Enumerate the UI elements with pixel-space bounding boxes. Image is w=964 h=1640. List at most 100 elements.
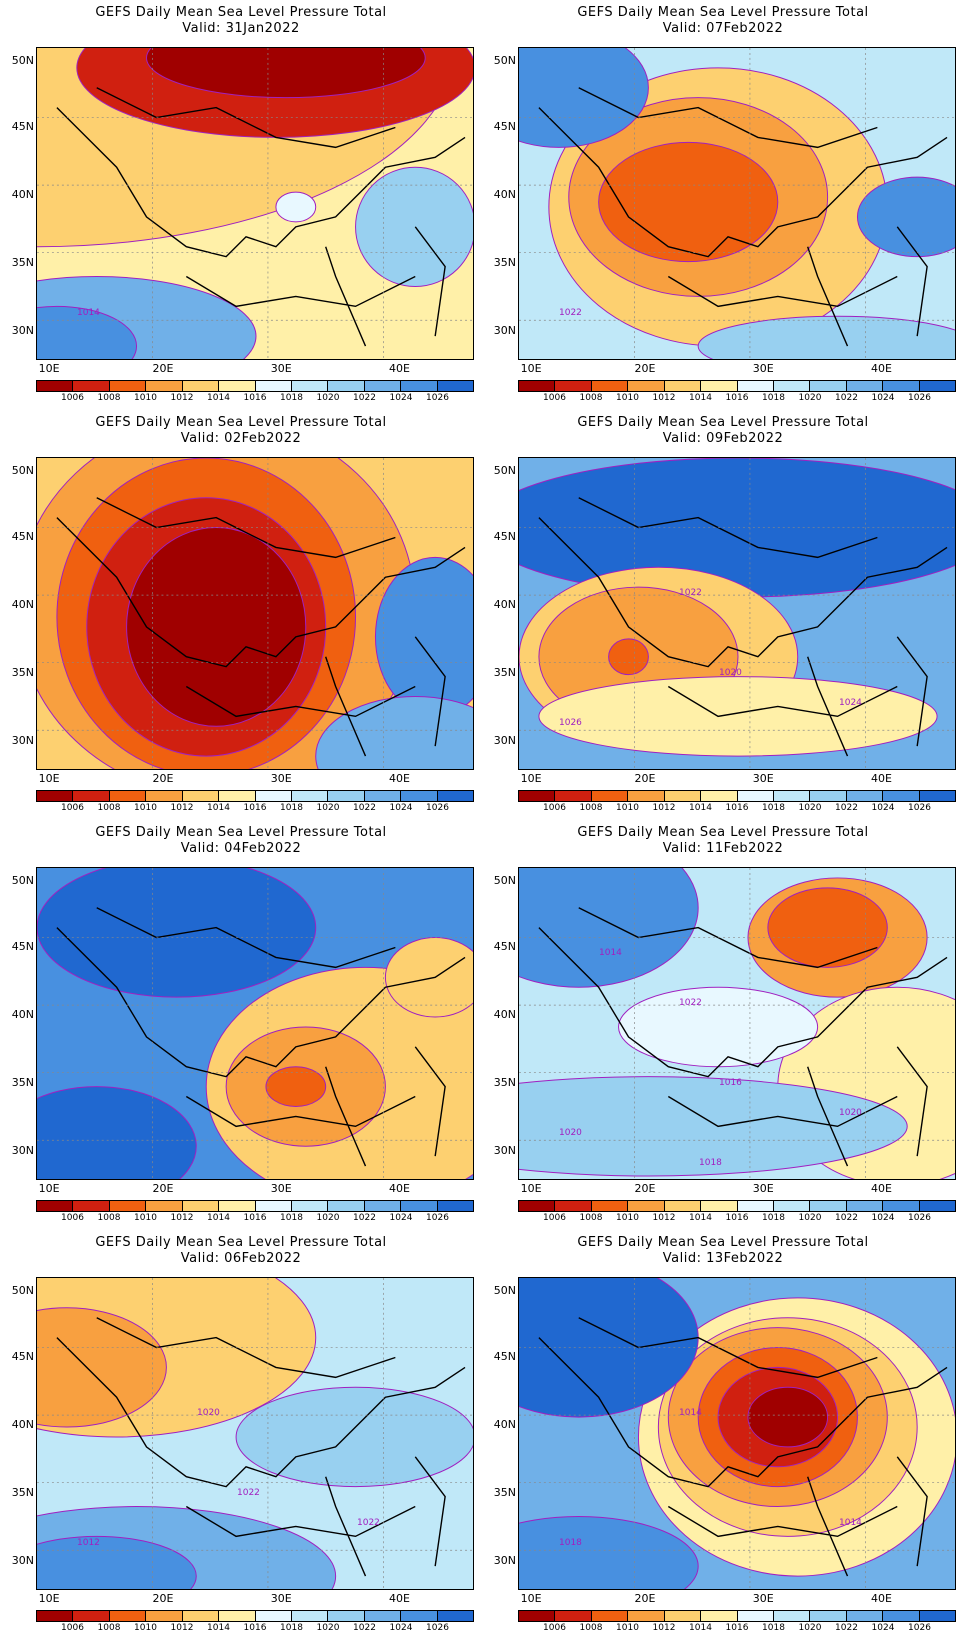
colorbar bbox=[518, 790, 956, 802]
colorbar-label: 1008 bbox=[97, 393, 121, 403]
latitude-label: 45N bbox=[11, 530, 34, 543]
pressure-region bbox=[767, 887, 888, 968]
colorbar-swatch bbox=[773, 1201, 811, 1211]
colorbar-swatch bbox=[37, 1611, 74, 1621]
colorbar-swatch bbox=[146, 791, 183, 801]
contour-label: 1024 bbox=[839, 698, 862, 708]
title-text: GEFS Daily Mean Sea Level Pressure Total bbox=[95, 825, 387, 840]
map-panel: GEFS Daily Mean Sea Level Pressure Total… bbox=[482, 0, 964, 410]
contour-label: 1014 bbox=[77, 308, 100, 318]
pressure-map bbox=[36, 867, 474, 1180]
longitude-label: 30E bbox=[752, 362, 774, 375]
colorbar-swatch bbox=[146, 1201, 183, 1211]
panel-title: GEFS Daily Mean Sea Level Pressure Total… bbox=[482, 5, 964, 37]
colorbar-label: 1008 bbox=[579, 1213, 603, 1223]
longitude-label: 20E bbox=[152, 362, 174, 375]
colorbar-swatch bbox=[255, 1201, 292, 1211]
colorbar-swatch bbox=[219, 1611, 256, 1621]
pressure-field bbox=[519, 868, 955, 1179]
latitude-label: 40N bbox=[493, 598, 516, 611]
colorbar bbox=[36, 1200, 474, 1212]
colorbar-label: 1016 bbox=[725, 1623, 749, 1633]
colorbar-label: 1020 bbox=[316, 1623, 340, 1633]
pressure-field bbox=[37, 458, 473, 769]
panel-title: GEFS Daily Mean Sea Level Pressure Total… bbox=[0, 1235, 482, 1267]
pressure-region bbox=[538, 676, 938, 757]
colorbar-swatch bbox=[73, 791, 110, 801]
latitude-label: 35N bbox=[11, 1486, 34, 1499]
latitude-label: 50N bbox=[11, 1284, 34, 1297]
latitude-label: 50N bbox=[11, 464, 34, 477]
longitude-label: 30E bbox=[270, 362, 292, 375]
colorbar-swatch bbox=[219, 1201, 256, 1211]
pressure-map bbox=[36, 457, 474, 770]
colorbar-swatch bbox=[846, 381, 884, 391]
pressure-region bbox=[618, 986, 819, 1068]
latitude-label: 35N bbox=[493, 256, 516, 269]
latitude-label: 45N bbox=[11, 1350, 34, 1363]
latitude-label: 35N bbox=[11, 256, 34, 269]
colorbar-swatch bbox=[182, 1611, 220, 1621]
longitude-label: 10E bbox=[520, 772, 542, 785]
colorbar-label: 1022 bbox=[353, 803, 376, 813]
longitude-label: 30E bbox=[752, 1182, 774, 1195]
colorbar-swatch bbox=[437, 1201, 474, 1211]
longitude-label: 30E bbox=[752, 772, 774, 785]
colorbar-swatch bbox=[437, 1611, 474, 1621]
colorbar-label: 1014 bbox=[207, 393, 230, 403]
contour-label: 1022 bbox=[357, 1518, 380, 1528]
colorbar-label: 1018 bbox=[762, 393, 785, 403]
colorbar-label: 1016 bbox=[725, 803, 749, 813]
colorbar-swatch bbox=[701, 791, 738, 801]
colorbar-label: 1018 bbox=[762, 1213, 785, 1223]
colorbar-swatch bbox=[591, 1201, 629, 1211]
longitude-label: 40E bbox=[389, 1592, 411, 1605]
pressure-region bbox=[355, 166, 473, 287]
colorbar-label: 1016 bbox=[243, 803, 267, 813]
map-panel: GEFS Daily Mean Sea Level Pressure Total… bbox=[482, 820, 964, 1230]
colorbar-label: 1016 bbox=[725, 1213, 749, 1223]
pressure-map: 1018 1014 1014 bbox=[518, 1277, 956, 1590]
latitude-label: 45N bbox=[11, 940, 34, 953]
colorbar-swatch bbox=[810, 1611, 847, 1621]
colorbar-swatch bbox=[291, 791, 329, 801]
longitude-label: 30E bbox=[270, 1592, 292, 1605]
colorbar-label: 1008 bbox=[97, 1213, 121, 1223]
colorbar-label: 1012 bbox=[170, 803, 194, 813]
longitude-label: 40E bbox=[871, 1592, 893, 1605]
latitude-label: 45N bbox=[493, 120, 516, 133]
latitude-label: 45N bbox=[493, 530, 516, 543]
colorbar-swatch bbox=[701, 381, 738, 391]
colorbar-label: 1024 bbox=[389, 393, 413, 403]
latitude-label: 50N bbox=[493, 1284, 516, 1297]
colorbar bbox=[518, 1200, 956, 1212]
colorbar-label: 1026 bbox=[908, 1623, 931, 1633]
colorbar-swatch bbox=[810, 791, 847, 801]
pressure-field bbox=[519, 1278, 955, 1589]
colorbar-label: 1016 bbox=[725, 393, 749, 403]
colorbar-label: 1026 bbox=[908, 393, 931, 403]
colorbar-swatch bbox=[628, 1611, 665, 1621]
longitude-label: 40E bbox=[389, 1182, 411, 1195]
colorbar-swatch bbox=[628, 381, 665, 391]
colorbar-label: 1020 bbox=[798, 393, 822, 403]
contour-label: 1018 bbox=[699, 1158, 722, 1168]
latitude-label: 50N bbox=[11, 54, 34, 67]
colorbar-swatch bbox=[737, 1201, 774, 1211]
map-panel: GEFS Daily Mean Sea Level Pressure Total… bbox=[0, 1230, 482, 1640]
colorbar-label: 1010 bbox=[134, 803, 157, 813]
pressure-map: 1026 1024 1022 1020 bbox=[518, 457, 956, 770]
colorbar-swatch bbox=[109, 1611, 147, 1621]
colorbar-label: 1020 bbox=[798, 1623, 822, 1633]
latitude-label: 35N bbox=[493, 1486, 516, 1499]
colorbar-label: 1020 bbox=[316, 803, 340, 813]
colorbar-swatch bbox=[919, 381, 956, 391]
longitude-label: 30E bbox=[752, 1592, 774, 1605]
latitude-label: 50N bbox=[493, 464, 516, 477]
pressure-map: 1012 1022 1020 1022 bbox=[36, 1277, 474, 1590]
longitude-label: 10E bbox=[520, 1592, 542, 1605]
colorbar-label: 1006 bbox=[543, 1213, 566, 1223]
panel-title: GEFS Daily Mean Sea Level Pressure Total… bbox=[482, 825, 964, 857]
contour-label: 1018 bbox=[559, 1538, 582, 1548]
colorbar-swatch bbox=[919, 1611, 956, 1621]
